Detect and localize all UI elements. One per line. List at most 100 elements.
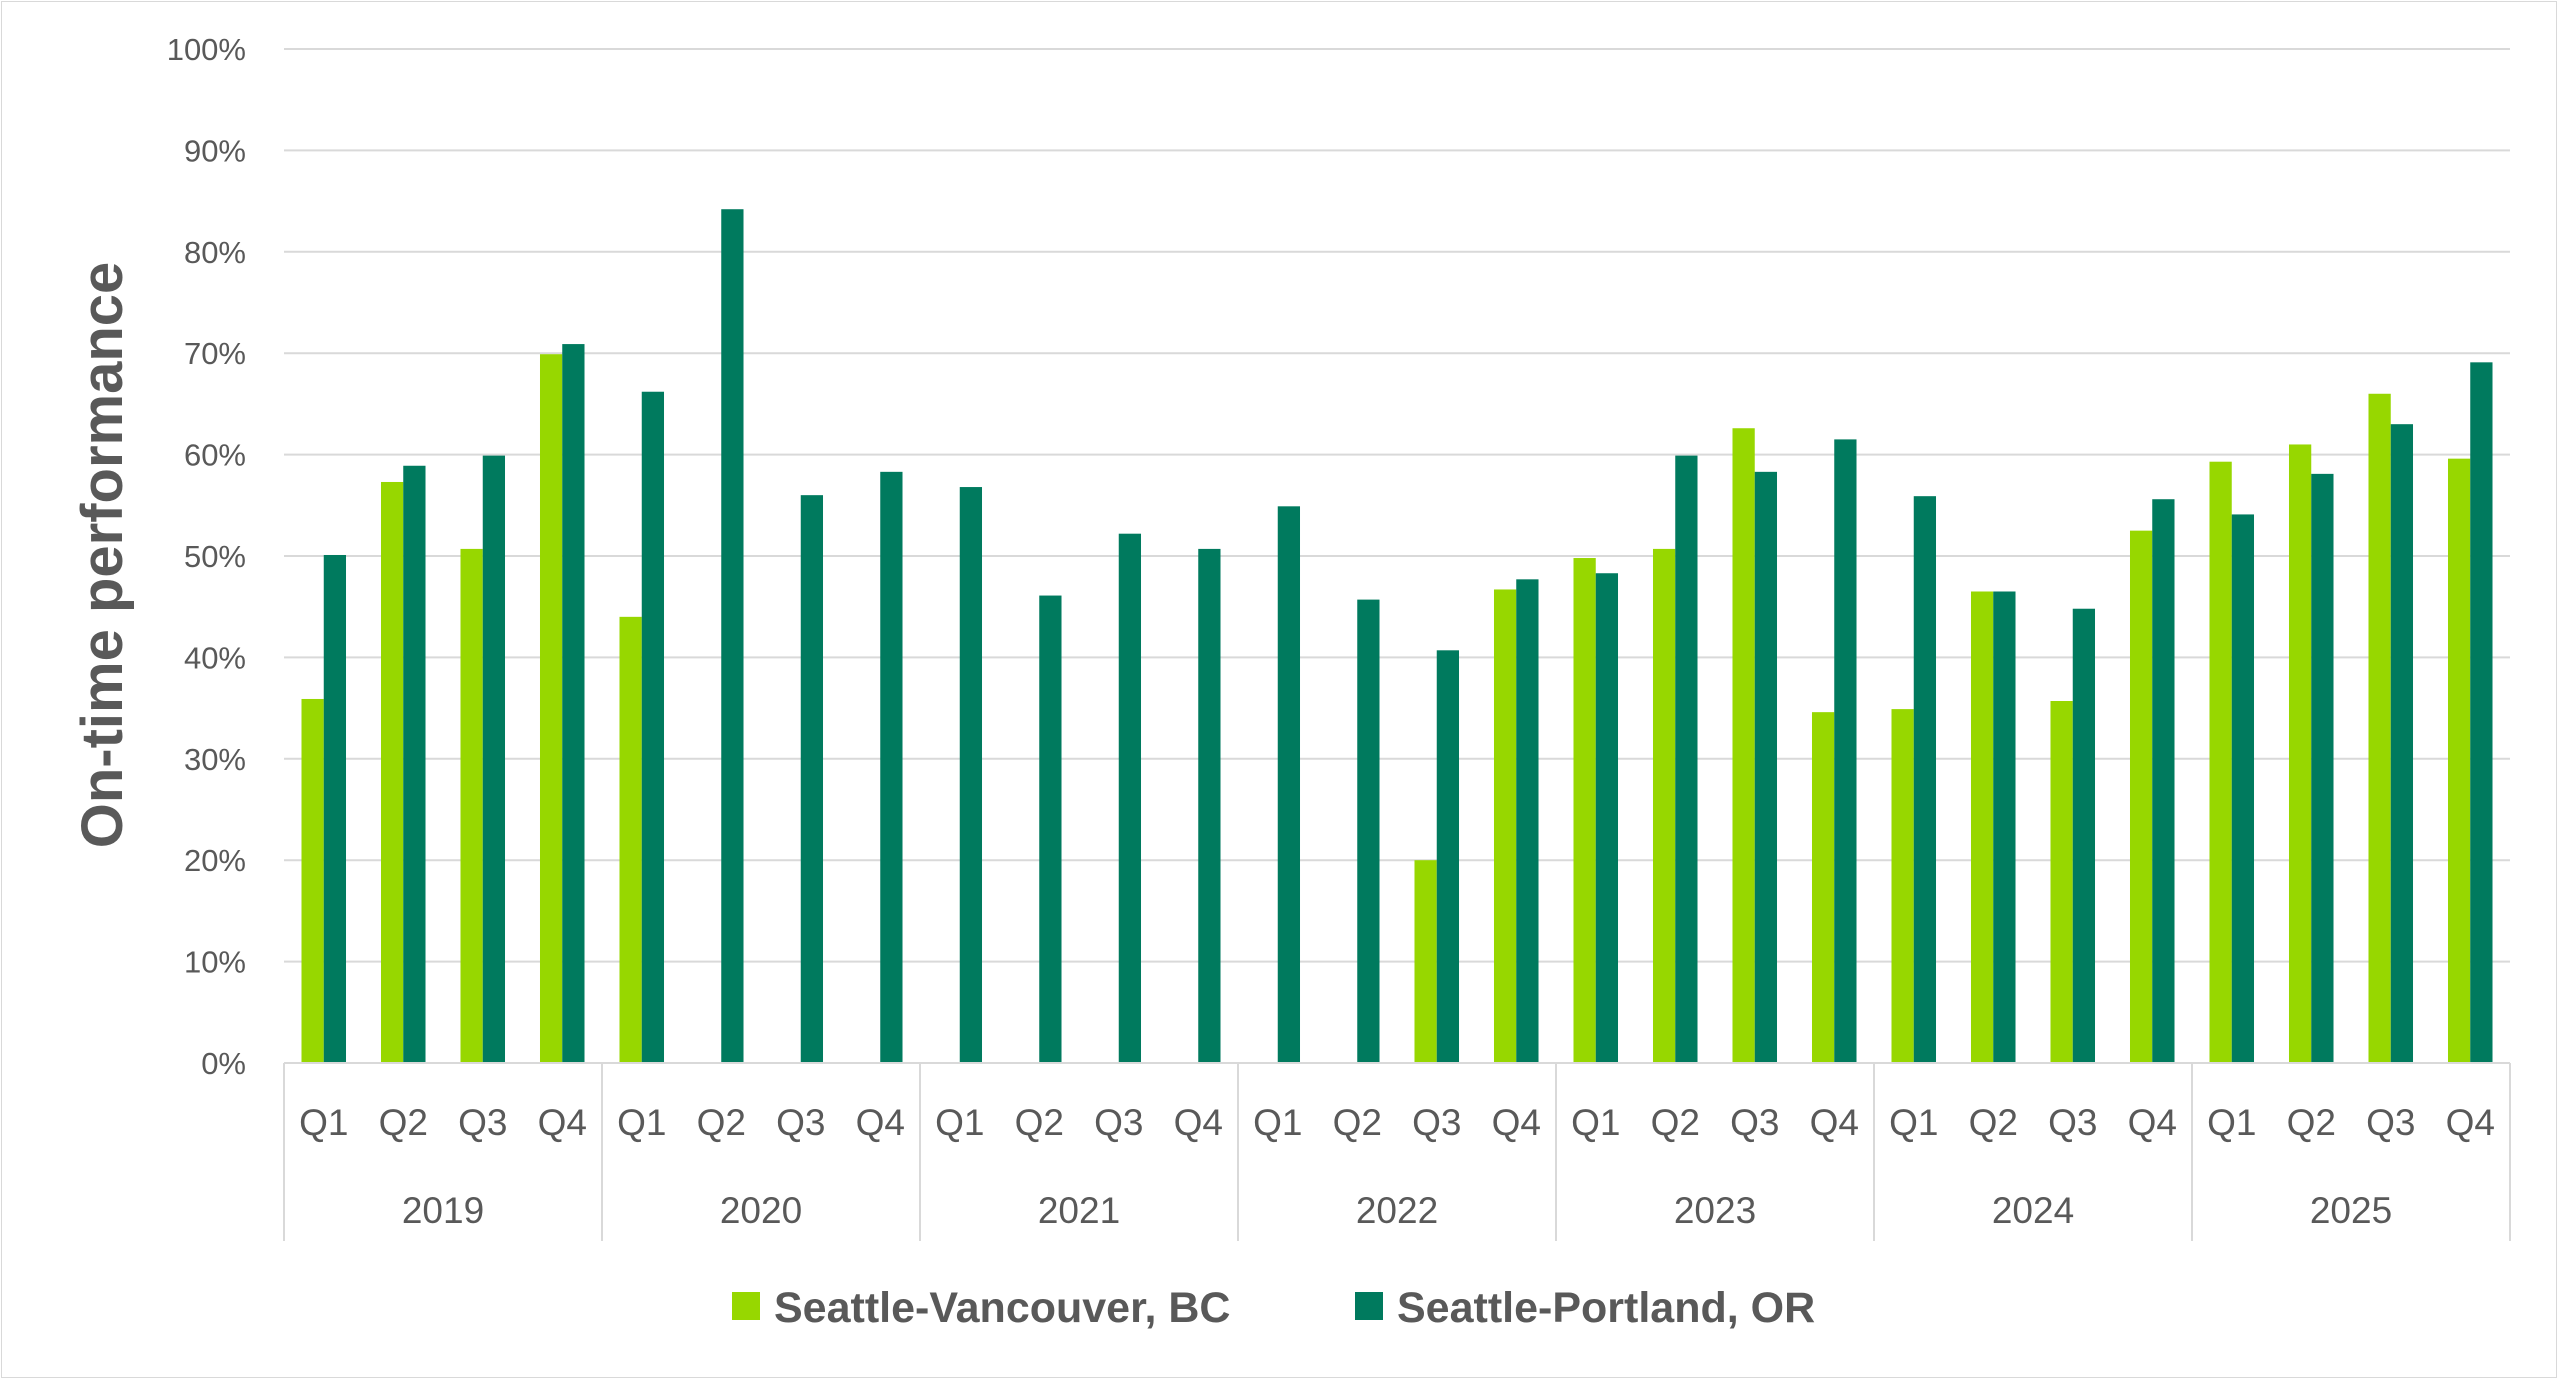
bar-portland	[1913, 496, 1937, 1063]
bar-portland	[1198, 548, 1221, 1063]
bar-vancouver	[539, 354, 563, 1063]
bar-portland	[959, 487, 983, 1064]
bar-portland	[641, 391, 665, 1063]
bar-portland	[482, 455, 506, 1063]
quarter-label: Q4	[1492, 1102, 1541, 1143]
year-label: 2020	[720, 1190, 802, 1231]
quarter-label: Q3	[458, 1102, 507, 1143]
bar-portland	[721, 209, 744, 1063]
quarter-label: Q1	[617, 1102, 666, 1143]
quarter-label: Q2	[1969, 1102, 2018, 1143]
quarter-label: Q2	[1651, 1102, 1700, 1143]
quarter-label: Q1	[1253, 1102, 1302, 1143]
bar-vancouver	[1493, 589, 1517, 1063]
quarter-label: Q1	[299, 1102, 348, 1143]
bar-vancouver	[2368, 393, 2391, 1063]
bar-portland	[1993, 591, 2016, 1063]
bar-vancouver	[1970, 591, 1994, 1063]
bar-portland	[562, 344, 585, 1064]
bar-portland	[1516, 579, 1539, 1063]
bars	[301, 209, 2493, 1064]
y-tick-label: 80%	[184, 235, 246, 270]
quarter-label: Q1	[935, 1102, 984, 1143]
quarter-label: Q4	[2446, 1102, 2495, 1143]
quarter-label: Q3	[1412, 1102, 1461, 1143]
bar-portland	[1357, 599, 1380, 1063]
bar-vancouver	[1414, 860, 1437, 1063]
quarter-label: Q3	[1094, 1102, 1143, 1143]
bar-portland	[1754, 471, 1778, 1063]
y-tick-label: 70%	[184, 336, 246, 371]
y-tick-label: 60%	[184, 438, 246, 473]
bar-vancouver	[619, 616, 642, 1063]
bar-portland	[800, 495, 824, 1063]
bar-portland	[1277, 506, 1301, 1064]
quarter-label: Q3	[776, 1102, 825, 1143]
legend: Seattle-Vancouver, BC Seattle-Portland, O…	[732, 1284, 1815, 1332]
legend-swatch	[1355, 1292, 1383, 1320]
bar-vancouver	[2288, 444, 2312, 1064]
quarter-label: Q2	[1333, 1102, 1382, 1143]
bar-portland	[2311, 473, 2334, 1064]
bar-portland	[2470, 362, 2493, 1063]
year-label: 2024	[1992, 1190, 2074, 1231]
legend-label: Seattle-Portland, OR	[1397, 1284, 1815, 1332]
quarter-label: Q2	[1015, 1102, 1064, 1143]
bar-vancouver	[2447, 458, 2471, 1063]
y-axis-title: On-time performance	[70, 262, 135, 849]
bar-vancouver	[2050, 701, 2073, 1063]
y-tick-label: 0%	[201, 1046, 246, 1081]
bar-vancouver	[1732, 428, 1755, 1064]
quarter-label: Q4	[1810, 1102, 1859, 1143]
y-tick-label: 90%	[184, 133, 246, 168]
bar-vancouver	[1891, 709, 1914, 1063]
y-tick-label: 100%	[167, 32, 246, 67]
bar-portland	[1436, 650, 1460, 1063]
legend-label: Seattle-Vancouver, BC	[774, 1284, 1230, 1332]
bar-portland	[1675, 455, 1698, 1063]
year-label: 2021	[1038, 1190, 1120, 1231]
y-tick-label: 40%	[184, 640, 246, 675]
bar-portland	[2152, 499, 2175, 1063]
y-tick-label: 30%	[184, 742, 246, 777]
quarter-label: Q1	[1571, 1102, 1620, 1143]
quarter-label: Q2	[379, 1102, 428, 1143]
year-label: 2025	[2310, 1190, 2392, 1231]
y-tick-label: 50%	[184, 539, 246, 574]
x-axis: Q1 Q2 Q3 Q4 2019 Q1 Q2 Q3 Q4 2020 Q1 Q2 Q3 Q4 2021 Q1 Q2…	[283, 1062, 2511, 1241]
bar-vancouver	[460, 548, 483, 1063]
bar-portland	[2072, 608, 2096, 1063]
bar-portland	[323, 554, 347, 1063]
bar-portland	[1118, 533, 1142, 1063]
legend-swatch	[732, 1292, 760, 1320]
y-axis-ticks: 0% 10% 20% 30% 40% 50% 60% 70% 80% 90% 100%	[167, 32, 246, 1081]
bar-vancouver	[1573, 558, 1596, 1063]
y-tick-label: 20%	[184, 843, 246, 878]
bar-portland	[1595, 573, 1619, 1063]
quarter-label: Q3	[2366, 1102, 2415, 1143]
quarter-label: Q4	[856, 1102, 905, 1143]
year-label: 2019	[402, 1190, 484, 1231]
year-label: 2022	[1356, 1190, 1438, 1231]
bar-vancouver	[1811, 712, 1835, 1063]
quarter-label: Q4	[1174, 1102, 1223, 1143]
bar-vancouver	[301, 698, 324, 1063]
bar-portland	[1834, 439, 1857, 1063]
bar-portland	[2390, 424, 2414, 1063]
quarter-label: Q3	[2048, 1102, 2097, 1143]
quarter-label: Q3	[1730, 1102, 1779, 1143]
bar-vancouver	[2129, 530, 2153, 1063]
bar-portland	[1039, 595, 1062, 1063]
year-label: 2023	[1674, 1190, 1756, 1231]
quarter-label: Q2	[697, 1102, 746, 1143]
quarter-label: Q1	[1889, 1102, 1938, 1143]
quarter-label: Q2	[2287, 1102, 2336, 1143]
bar-vancouver	[2209, 461, 2232, 1063]
quarter-label: Q4	[2128, 1102, 2177, 1143]
bar-portland	[2231, 514, 2255, 1063]
y-tick-label: 10%	[184, 945, 246, 980]
bar-portland	[403, 465, 426, 1063]
bar-vancouver	[380, 481, 404, 1063]
gridlines	[284, 48, 2510, 963]
